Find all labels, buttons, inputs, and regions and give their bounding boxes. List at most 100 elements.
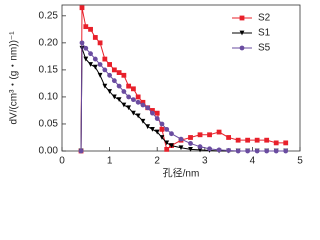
- marker: [116, 70, 122, 75]
- marker: [121, 89, 127, 94]
- marker: [216, 147, 222, 153]
- marker: [154, 129, 160, 135]
- marker: [159, 126, 165, 132]
- legend-label: S2: [258, 13, 271, 24]
- series-line: [80, 41, 286, 152]
- legend-label: S5: [258, 43, 271, 54]
- marker: [88, 51, 93, 57]
- y-tick-label: 0.25: [39, 10, 59, 21]
- marker: [159, 121, 165, 127]
- marker: [159, 135, 165, 140]
- marker: [164, 140, 170, 146]
- marker: [78, 148, 84, 154]
- marker: [226, 135, 231, 140]
- marker: [188, 141, 193, 146]
- marker: [150, 110, 155, 116]
- y-tick-label: 0.15: [39, 65, 59, 76]
- marker: [111, 78, 117, 84]
- page: 孔径/nm dV/(cm³・(g・nm))⁻¹ 0.00 0.05 0.10 0.15…: [8, 4, 304, 180]
- x-tick-label: 5: [297, 156, 303, 167]
- marker: [164, 146, 170, 152]
- marker: [135, 113, 141, 119]
- marker: [97, 40, 103, 46]
- marker: [102, 56, 108, 62]
- marker: [126, 105, 132, 111]
- marker: [111, 94, 117, 100]
- marker: [264, 137, 270, 143]
- marker: [197, 144, 203, 150]
- y-tick-label: 0.00: [39, 146, 59, 157]
- marker: [121, 102, 127, 108]
- marker: [150, 126, 155, 132]
- marker: [150, 108, 155, 113]
- marker: [283, 148, 289, 154]
- marker: [107, 89, 112, 94]
- marker: [216, 129, 222, 135]
- marker: [140, 102, 146, 108]
- marker: [154, 116, 160, 121]
- marker: [188, 146, 193, 152]
- marker: [79, 40, 85, 46]
- y-tick-label: 0.10: [39, 92, 59, 103]
- marker: [235, 137, 241, 143]
- marker: [131, 110, 136, 116]
- x-axis-label: 孔径/nm: [163, 167, 200, 180]
- marker: [264, 148, 270, 154]
- legend-marker: [239, 15, 245, 21]
- marker: [188, 135, 193, 140]
- y-axis-label: dV/(cm³・(g・nm))⁻¹: [9, 31, 20, 125]
- chart: 孔径/nm dV/(cm³・(g・nm))⁻¹ 0.00 0.05 0.10 0.15…: [9, 4, 303, 180]
- marker: [111, 67, 117, 73]
- legend-marker: [239, 45, 245, 51]
- marker: [145, 105, 151, 111]
- marker: [107, 62, 112, 67]
- marker: [245, 137, 251, 143]
- marker: [97, 62, 103, 67]
- marker: [169, 131, 174, 137]
- marker: [226, 148, 232, 153]
- marker: [83, 24, 89, 30]
- legend-marker: [239, 30, 245, 36]
- marker: [92, 56, 98, 62]
- y-tick-label: 0.20: [39, 37, 59, 48]
- y-tick-label: 0.05: [39, 119, 59, 130]
- x-tick-label: 3: [202, 156, 208, 167]
- marker: [254, 148, 260, 154]
- marker: [135, 94, 141, 100]
- marker: [145, 124, 151, 130]
- marker: [83, 56, 89, 62]
- marker: [273, 140, 279, 146]
- marker: [283, 140, 289, 146]
- marker: [97, 72, 103, 78]
- marker: [178, 136, 184, 142]
- marker: [116, 83, 122, 89]
- marker: [102, 83, 108, 89]
- marker: [92, 35, 98, 40]
- marker: [140, 99, 146, 105]
- marker: [83, 45, 89, 51]
- series-line: [80, 7, 286, 152]
- marker: [107, 72, 112, 78]
- marker: [169, 143, 174, 148]
- marker: [207, 146, 212, 152]
- marker: [207, 132, 212, 138]
- marker: [126, 94, 132, 100]
- marker: [131, 86, 136, 92]
- legend-label: S1: [258, 28, 271, 39]
- marker: [273, 148, 279, 154]
- marker: [121, 72, 127, 78]
- marker: [140, 118, 146, 124]
- marker: [116, 97, 122, 103]
- marker: [154, 110, 160, 116]
- marker: [126, 83, 132, 89]
- marker: [79, 5, 85, 11]
- x-tick-label: 4: [250, 156, 256, 167]
- marker: [254, 137, 260, 143]
- marker: [88, 26, 93, 32]
- marker: [164, 126, 170, 132]
- x-tick-label: 2: [154, 156, 160, 167]
- marker: [245, 148, 251, 154]
- marker: [235, 148, 241, 154]
- marker: [92, 64, 98, 70]
- marker: [135, 99, 141, 105]
